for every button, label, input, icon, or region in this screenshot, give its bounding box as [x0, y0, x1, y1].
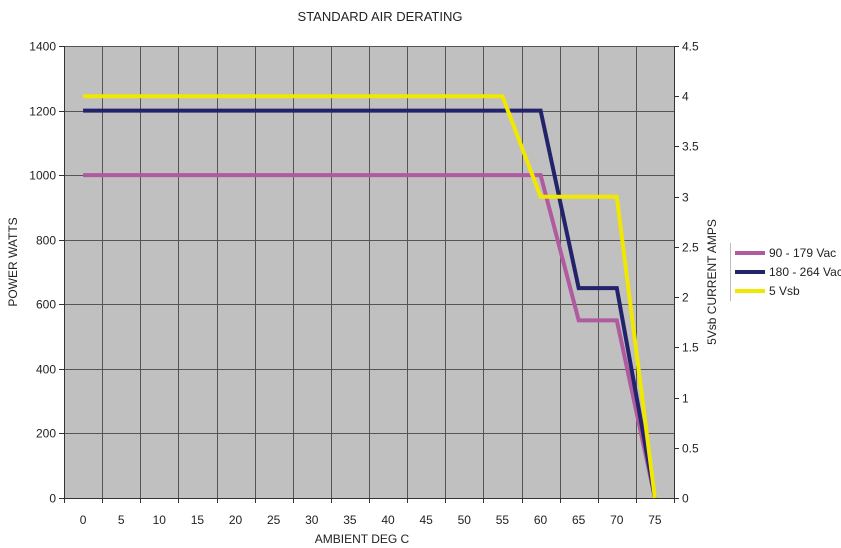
y2-tick-label: 4.5: [682, 40, 699, 54]
y-tick-label: 1400: [29, 40, 56, 54]
y2-tick-label: 3.5: [682, 140, 699, 154]
y2-axis-label: 5Vsb CURRENT AMPS: [705, 219, 719, 345]
x-tick-label: 60: [534, 513, 548, 527]
legend-label: 90 - 179 Vac: [769, 246, 836, 260]
x-tick-label: 20: [229, 513, 243, 527]
series-line-1: [83, 173, 657, 499]
x-tick-label: 5: [118, 513, 125, 527]
y-tick-label: 200: [36, 427, 56, 441]
x-tick-label: 65: [572, 513, 586, 527]
x-tick-label: 0: [80, 513, 87, 527]
y-tick-label: 1200: [29, 105, 56, 119]
axes: [59, 46, 679, 503]
legend-label: 180 - 264 Vac: [769, 265, 841, 279]
y2-tick-label: 0.5: [682, 442, 699, 456]
x-tick-label: 10: [153, 513, 167, 527]
x-axis-label: AMBIENT DEG C: [315, 532, 410, 546]
x-tick-label: 75: [648, 513, 662, 527]
y2-tick-label: 2: [682, 291, 689, 305]
y-tick-label: 1000: [29, 169, 56, 183]
y-tick-label: 400: [36, 363, 56, 377]
x-tick-label: 70: [610, 513, 624, 527]
series-line-2: [83, 108, 657, 499]
y2-tick-label: 0: [682, 492, 689, 506]
x-tick-label: 40: [381, 513, 395, 527]
y-tick-label: 800: [36, 234, 56, 248]
legend: 90 - 179 Vac 180 - 264 Vac 5 Vsb: [730, 243, 841, 301]
series-line-3: [83, 94, 657, 499]
x-tick-label: 55: [496, 513, 510, 527]
y-axis-label: POWER WATTS: [6, 217, 20, 306]
y-tick-label: 0: [49, 492, 56, 506]
y2-tick-label: 1: [682, 392, 689, 406]
legend-label: 5 Vsb: [769, 284, 800, 298]
x-tick-label: 50: [458, 513, 472, 527]
series-lines: [83, 94, 657, 499]
y-tick-label: 600: [36, 298, 56, 312]
y2-tick-label: 1.5: [682, 341, 699, 355]
x-tick-label: 45: [420, 513, 434, 527]
x-tick-label: 35: [343, 513, 357, 527]
y2-tick-label: 4: [682, 90, 689, 104]
x-tick-label: 30: [305, 513, 319, 527]
tick-labels: 020040060080010001200140000.511.522.533.…: [29, 40, 699, 528]
chart-title: STANDARD AIR DERATING: [298, 9, 463, 24]
y2-tick-label: 3: [682, 191, 689, 205]
grid-lines: [64, 46, 675, 499]
x-tick-label: 25: [267, 513, 281, 527]
x-tick-label: 15: [191, 513, 205, 527]
y2-tick-label: 2.5: [682, 241, 699, 255]
